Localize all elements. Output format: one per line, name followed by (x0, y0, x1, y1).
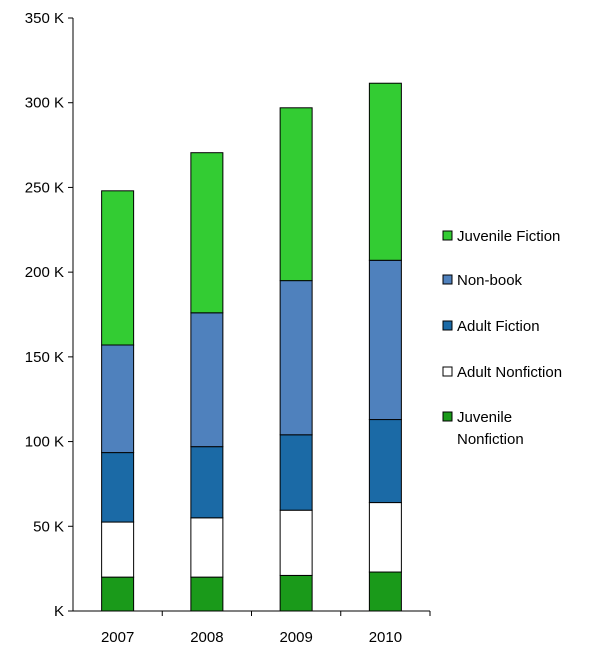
y-tick-label: 50 K (33, 518, 64, 535)
bar-segment-adult-nonfiction (368, 502, 402, 573)
x-tick-label: 2010 (369, 629, 402, 646)
legend-label: Juvenile Fiction (457, 228, 560, 245)
bar-stack-2009 (279, 107, 313, 612)
bar-segment-adult-nonfiction (190, 517, 224, 578)
legend-swatch (442, 411, 453, 422)
x-tick-label: 2009 (279, 629, 312, 646)
y-tick-label: 250 K (25, 179, 64, 196)
bars (101, 82, 402, 612)
y-tick-label: K (54, 603, 64, 620)
x-tick-label: 2008 (190, 629, 223, 646)
bar-segment-juvenile-fiction (368, 82, 402, 261)
legend-label: Non-book (457, 272, 523, 289)
legend-item-adult-fiction: Adult Fiction (442, 318, 540, 335)
y-tick-label: 200 K (25, 264, 64, 281)
legend: Juvenile Fiction Non-book Adult Fiction Adu… (442, 228, 562, 448)
bar-segment-juvenile-nonfiction (279, 574, 313, 612)
bar-segment-adult-fiction (368, 419, 402, 504)
bar-segment-non-book (279, 280, 313, 436)
bar-stack-2008 (190, 152, 224, 612)
bar-segment-adult-nonfiction (279, 509, 313, 576)
bar-stack-2007 (101, 190, 135, 612)
legend-item-adult-nonfiction: Adult Nonfiction (442, 364, 562, 381)
legend-swatch (442, 230, 453, 241)
y-axis: K 50 K 100 K 150 K 200 K 250 K 300 K 350 K (25, 10, 74, 620)
bar-segment-adult-nonfiction (101, 521, 135, 578)
legend-swatch (442, 366, 453, 377)
bar-segment-non-book (101, 344, 135, 454)
legend-item-non-book: Non-book (442, 272, 523, 289)
legend-label: Adult Nonfiction (457, 364, 562, 381)
x-tick-label: 2007 (101, 629, 134, 646)
legend-item-juvenile-fiction: Juvenile Fiction (442, 228, 560, 245)
y-tick-label: 300 K (25, 95, 64, 112)
y-tick-label: 150 K (25, 349, 64, 366)
bar-segment-adult-fiction (279, 434, 313, 511)
bar-segment-non-book (368, 259, 402, 421)
bar-segment-juvenile-nonfiction (368, 571, 402, 612)
bar-segment-juvenile-fiction (279, 107, 313, 282)
bar-segment-juvenile-fiction (190, 152, 224, 314)
legend-item-juvenile-nonfiction: Juvenile Nonfiction (442, 409, 524, 448)
legend-swatch (442, 320, 453, 331)
bar-segment-juvenile-nonfiction (190, 576, 224, 612)
bar-segment-adult-fiction (190, 446, 224, 519)
y-tick-label: 100 K (25, 434, 64, 451)
bar-segment-juvenile-fiction (101, 190, 135, 346)
bar-segment-non-book (190, 312, 224, 448)
legend-swatch (442, 274, 453, 285)
y-tick-label: 350 K (25, 10, 64, 27)
bar-stack-2010 (368, 82, 402, 612)
legend-label: Juvenile Nonfiction (457, 409, 524, 448)
bar-segment-adult-fiction (101, 452, 135, 523)
x-axis: 2007 2008 2009 2010 (73, 610, 431, 646)
bar-segment-juvenile-nonfiction (101, 576, 135, 612)
legend-label: Adult Fiction (457, 318, 540, 335)
